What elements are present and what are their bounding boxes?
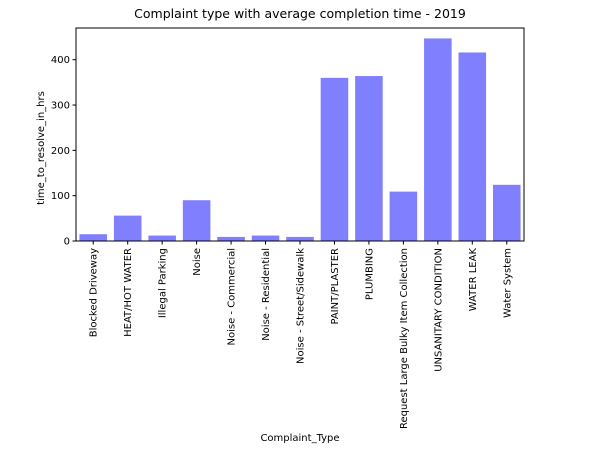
y-tick-label: 200: [51, 146, 70, 157]
plot-frame: [75, 27, 525, 242]
bar: [458, 52, 487, 242]
x-tick-label: Noise - Street/Sidewalk: [296, 248, 307, 364]
bar: [492, 184, 521, 241]
bar: [182, 200, 211, 241]
bar: [217, 236, 245, 241]
x-tick-label: PAINT/PLASTER: [330, 248, 341, 325]
x-tick-label: Noise - Residential: [261, 248, 272, 341]
bar: [251, 235, 280, 241]
x-tick-label: Noise: [192, 248, 203, 276]
bar: [79, 234, 108, 241]
y-axis-label: time_to_resolve_in_hrs: [36, 91, 47, 205]
y-tick-label: 300: [51, 101, 70, 112]
x-tick-label: UNSANITARY CONDITION: [433, 248, 444, 372]
x-tick-label: Noise - Commercial: [227, 248, 238, 346]
bar: [389, 191, 418, 241]
x-tick-label: PLUMBING: [364, 248, 375, 300]
x-tick-label: WATER LEAK: [468, 248, 479, 312]
bar: [113, 215, 142, 241]
bar: [355, 76, 383, 241]
x-tick-label: Request Large Bulky Item Collection: [399, 248, 410, 429]
bar: [320, 77, 349, 241]
bar: [286, 236, 314, 241]
x-tick-label: Water System: [502, 248, 513, 318]
bar: [424, 38, 452, 242]
chart-title: Complaint type with average completion t…: [134, 6, 466, 21]
x-axis-label: Complaint_Type: [260, 433, 339, 444]
x-tick-label: HEAT/HOT WATER: [123, 248, 134, 337]
x-tick-label: Illegal Parking: [158, 248, 169, 318]
y-tick-label: 0: [64, 237, 70, 248]
x-tick-label: Blocked Driveway: [89, 248, 100, 337]
y-tick-label: 400: [51, 55, 70, 66]
bar: [148, 235, 176, 241]
y-tick-label: 100: [51, 191, 70, 202]
